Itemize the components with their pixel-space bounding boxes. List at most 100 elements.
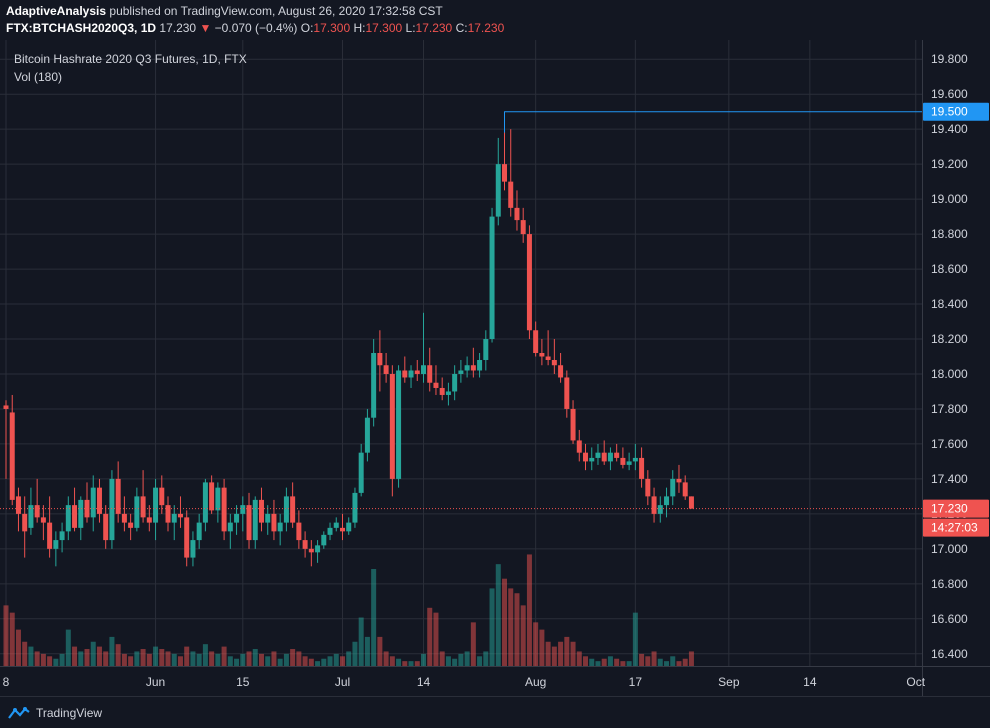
candle-body <box>252 499 258 541</box>
candle-body <box>533 330 539 353</box>
candle-body <box>645 478 651 497</box>
high-label: H: <box>353 21 366 35</box>
candle-body <box>651 496 657 514</box>
volume-bar <box>215 653 221 666</box>
y-tick-label: 16.600 <box>931 612 968 626</box>
volume-bar <box>651 651 657 666</box>
volume-bar <box>265 656 271 666</box>
y-tick-label: 17.600 <box>931 437 968 451</box>
volume-bar <box>533 622 539 666</box>
candle-body <box>321 534 327 546</box>
candle-body <box>408 370 414 378</box>
tradingview-logo-icon <box>8 707 30 719</box>
candle-body <box>433 382 439 388</box>
price-change: −0.070 (−0.4%) <box>214 21 298 35</box>
volume-bar <box>464 651 470 666</box>
candle-body <box>664 496 670 506</box>
volume-bar <box>315 661 321 666</box>
candle-body <box>221 487 227 532</box>
candle-body <box>234 513 240 523</box>
y-tick-label: 17.400 <box>931 472 968 486</box>
high-price-tag: 19.500 <box>931 105 968 119</box>
x-tick-label: 8 <box>3 675 10 689</box>
volume-bar <box>28 646 34 666</box>
volume-bar <box>53 658 59 666</box>
volume-bar <box>620 661 626 666</box>
volume-bar <box>558 641 564 666</box>
series-title: Bitcoin Hashrate 2020 Q3 Futures, 1D, FT… <box>14 52 247 66</box>
countdown-tag-bg <box>923 518 989 537</box>
volume-bar <box>134 651 140 666</box>
volume-bar <box>78 651 84 666</box>
candle-body <box>34 505 40 518</box>
price-axis-bg <box>922 40 990 696</box>
candle-body <box>657 505 663 514</box>
x-tick-label: Aug <box>525 675 546 689</box>
candle-body <box>333 522 339 528</box>
volume-bar <box>682 658 688 666</box>
tradingview-brand[interactable]: TradingView <box>8 706 102 720</box>
candle-body <box>22 513 28 532</box>
volume-bar <box>90 641 96 666</box>
candle-body <box>296 522 302 541</box>
candle-body <box>452 373 458 392</box>
volume-bar <box>296 651 302 666</box>
candle-body <box>676 478 682 483</box>
candle-body <box>558 365 564 378</box>
volume-bar <box>47 656 53 666</box>
volume-bar <box>439 651 445 666</box>
candle-body <box>315 545 321 553</box>
volume-bar <box>589 658 595 666</box>
chart-area[interactable]: 19.800 19.600 19.400 19.200 19.000 18.800 18.6… <box>0 40 990 696</box>
volume-bar <box>352 641 358 666</box>
candle-body <box>445 391 451 395</box>
volume-bar <box>371 569 377 666</box>
volume-bar <box>420 653 426 666</box>
y-tick-label: 17.800 <box>931 402 968 416</box>
volume-bar <box>171 653 177 666</box>
close-value: 17.230 <box>467 21 505 35</box>
candle-body <box>115 478 121 514</box>
volume-bar <box>564 636 570 666</box>
candle-body <box>339 527 345 532</box>
y-tick-label: 17.000 <box>931 542 968 556</box>
volume-bar <box>427 607 433 666</box>
volume-bar <box>358 617 364 666</box>
candle-body <box>258 499 264 523</box>
publish-text: published on TradingView.com, August 26,… <box>109 4 443 18</box>
volume-bar <box>539 629 545 666</box>
volume-bar <box>34 651 40 666</box>
candle-body <box>620 457 626 465</box>
low-value: 17.230 <box>415 21 453 35</box>
ohlc-info: FTX:BTCHASH2020Q3, 1D 17.230 ▼ −0.070 (−… <box>6 21 504 35</box>
y-tick-label: 19.600 <box>931 87 968 101</box>
candle-body <box>464 365 470 371</box>
y-tick-label: 19.800 <box>931 52 968 66</box>
candle-body <box>526 234 532 331</box>
candle-body <box>109 478 115 541</box>
volume-bar <box>333 653 339 666</box>
volume-bar <box>470 622 476 666</box>
volume-bar <box>202 644 208 666</box>
candle-body <box>551 359 557 366</box>
author-name[interactable]: AdaptiveAnalysis <box>6 4 107 18</box>
volume-bar <box>414 661 420 666</box>
high-marker-line <box>504 111 922 133</box>
candle-body <box>502 164 508 182</box>
volume-bar <box>526 554 532 666</box>
candle-body <box>90 487 96 518</box>
volume-bar <box>115 644 121 666</box>
volume-bar <box>96 646 102 666</box>
candle-body <box>396 370 402 479</box>
volume-bar <box>408 661 414 666</box>
volume-bar <box>72 646 78 666</box>
volume-bar <box>396 658 402 666</box>
candle-body <box>65 505 71 532</box>
volume-bar <box>196 653 202 666</box>
volume-bar <box>389 656 395 666</box>
candle-body <box>358 452 364 493</box>
volume-bar <box>483 651 489 666</box>
candle-body <box>128 522 134 528</box>
candlestick-chart[interactable]: 19.800 19.600 19.400 19.200 19.000 18.800 18.6… <box>0 40 990 696</box>
volume-bar <box>283 653 289 666</box>
